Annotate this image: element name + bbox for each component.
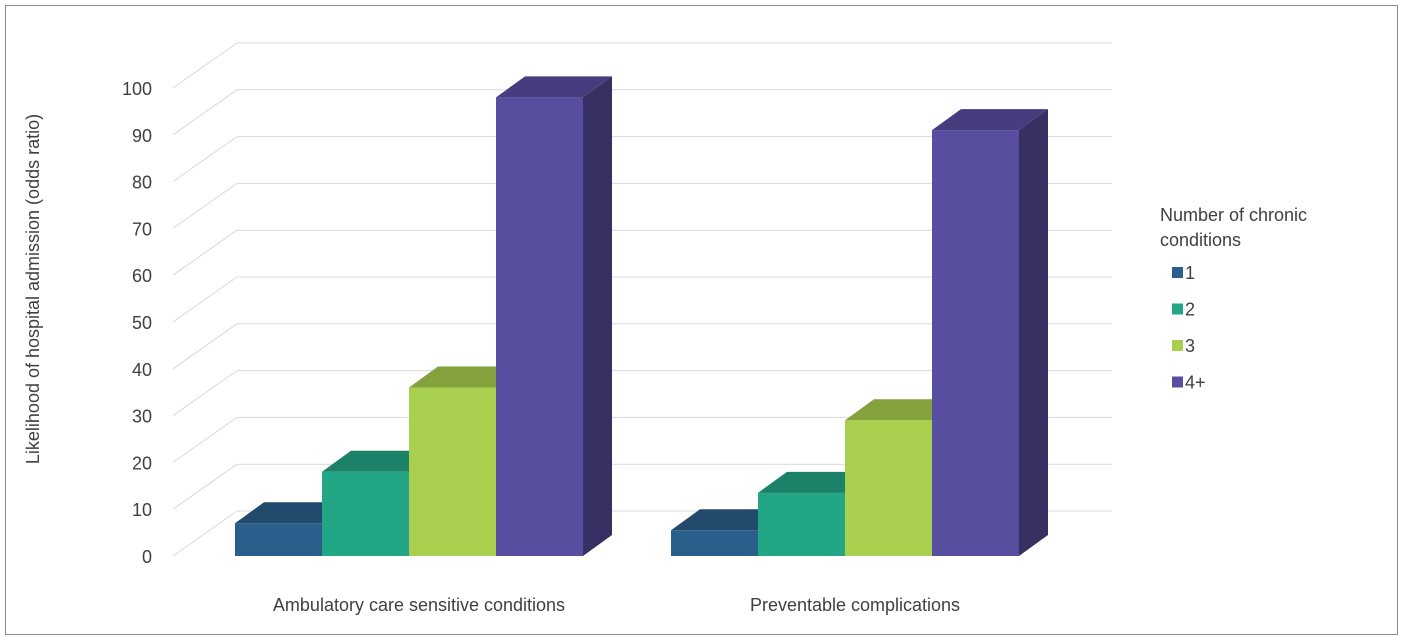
gridline-side: [172, 276, 238, 323]
gridline-side: [172, 182, 238, 229]
y-tick-label: 30: [132, 407, 152, 427]
legend-swatch: [1172, 376, 1183, 388]
gridline-side: [172, 229, 238, 276]
bar-front: [845, 420, 932, 556]
y-tick-label: 10: [132, 500, 152, 520]
bar-4plus-cat2: [932, 109, 1048, 557]
bar-front: [409, 387, 496, 556]
category-labels: Ambulatory care sensitive conditions Prev…: [273, 595, 960, 615]
y-tick-label: 20: [132, 453, 152, 473]
gridline-side: [172, 323, 238, 370]
y-tick-label: 50: [132, 313, 152, 333]
legend-swatch: [1172, 267, 1183, 278]
gridline-side: [172, 463, 238, 510]
bar-front: [671, 530, 758, 556]
legend-label: 3: [1185, 336, 1195, 356]
bars: [235, 76, 1048, 557]
gridline-side: [172, 136, 238, 183]
bar-front: [758, 492, 845, 556]
legend-label: 4+: [1185, 373, 1206, 393]
gridline-side: [172, 416, 238, 463]
gridline-side: [172, 89, 238, 136]
bar-4plus-cat1: [496, 76, 612, 557]
bar-3-cat2: [845, 399, 961, 556]
legend-label: 1: [1185, 263, 1195, 283]
y-tick-label: 70: [132, 219, 152, 239]
bar-top: [932, 109, 1048, 131]
gridline-side: [172, 42, 238, 89]
chart-svg: 0 10 20 30 40 50 60 70 80 90 100 Ambulatory care s…: [23, 42, 1307, 615]
y-tick-label: 100: [122, 79, 152, 99]
y-tick-label: 80: [132, 173, 152, 193]
y-tick-label: 60: [132, 266, 152, 286]
chart-frame: 0 10 20 30 40 50 60 70 80 90 100 Ambulatory care s…: [5, 5, 1398, 635]
category-label: Ambulatory care sensitive conditions: [273, 595, 565, 615]
bar-top: [496, 76, 612, 98]
y-tick-labels: 0 10 20 30 40 50 60 70 80 90 100: [122, 79, 152, 567]
bar-front: [496, 97, 583, 557]
bar-front: [322, 471, 409, 556]
legend-title-line-2: conditions: [1160, 230, 1241, 250]
y-tick-label: 90: [132, 126, 152, 146]
legend: Number of chronic conditions 1 2 3 4+: [1160, 205, 1307, 393]
bar-side: [1019, 109, 1048, 557]
bar-side: [583, 76, 612, 557]
legend-swatch: [1172, 303, 1183, 315]
y-tick-label: 40: [132, 360, 152, 380]
gridline-side: [172, 370, 238, 417]
bar-3-cat1: [409, 366, 525, 556]
bar-front: [235, 523, 322, 556]
gridline-side: [172, 510, 238, 557]
y-tick-label: 0: [142, 547, 152, 567]
y-axis-title: Likelihood of hospital admission (odds r…: [23, 114, 43, 464]
category-label: Preventable complications: [750, 595, 960, 615]
bar-front: [932, 130, 1019, 556]
legend-swatch: [1172, 340, 1183, 351]
legend-label: 2: [1185, 300, 1195, 320]
legend-items: 1 2 3 4+: [1172, 263, 1206, 393]
legend-title-line-1: Number of chronic: [1160, 205, 1307, 225]
